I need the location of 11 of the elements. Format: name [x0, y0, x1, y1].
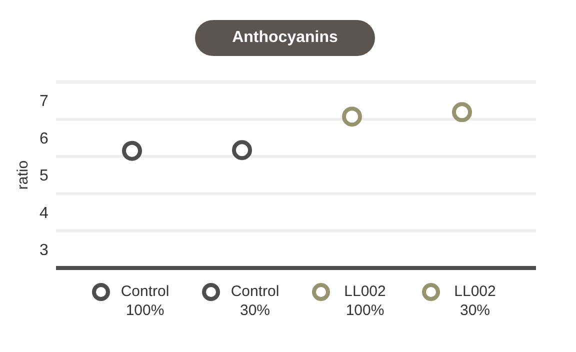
y-tick-label: 4	[40, 204, 49, 222]
chart-title: Anthocyanins	[232, 29, 338, 47]
y-axis-title: ratio	[14, 160, 32, 190]
legend-label: LL002 100%	[343, 282, 387, 320]
legend-label: Control 100%	[120, 282, 170, 320]
legend-label: LL002 30%	[453, 282, 497, 320]
y-tick-label: 7	[40, 93, 49, 110]
y-tick-label: 3	[40, 242, 49, 259]
legend-label: Control 30%	[230, 282, 280, 320]
y-tick-label: 6	[40, 130, 49, 148]
y-tick-label: 5	[40, 168, 49, 185]
